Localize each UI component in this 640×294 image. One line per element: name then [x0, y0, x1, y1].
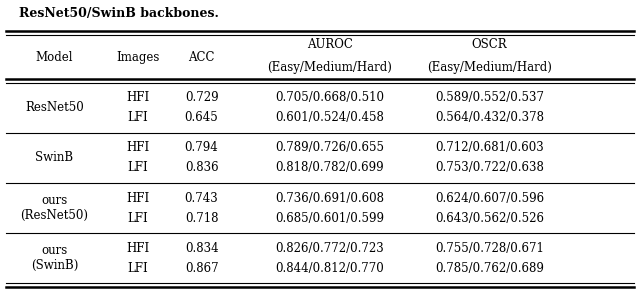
- Text: 0.789/0.726/0.655: 0.789/0.726/0.655: [275, 141, 384, 154]
- Text: OSCR: OSCR: [472, 38, 508, 51]
- Text: 0.794: 0.794: [185, 141, 218, 154]
- Text: HFI: HFI: [126, 141, 149, 154]
- Text: (Easy/Medium/Hard): (Easy/Medium/Hard): [427, 61, 552, 74]
- Text: HFI: HFI: [126, 91, 149, 104]
- Text: 0.867: 0.867: [185, 262, 218, 275]
- Text: Model: Model: [36, 51, 73, 64]
- Text: ours
(SwinB): ours (SwinB): [31, 244, 78, 272]
- Text: 0.564/0.432/0.378: 0.564/0.432/0.378: [435, 111, 544, 124]
- Text: 0.705/0.668/0.510: 0.705/0.668/0.510: [275, 91, 384, 104]
- Text: Images: Images: [116, 51, 159, 64]
- Text: 0.753/0.722/0.638: 0.753/0.722/0.638: [435, 161, 544, 175]
- Text: SwinB: SwinB: [35, 151, 74, 164]
- Text: HFI: HFI: [126, 242, 149, 255]
- Text: ACC: ACC: [188, 51, 215, 64]
- Text: 0.743: 0.743: [185, 191, 218, 205]
- Text: 0.844/0.812/0.770: 0.844/0.812/0.770: [275, 262, 384, 275]
- Text: 0.729: 0.729: [185, 91, 218, 104]
- Text: HFI: HFI: [126, 191, 149, 205]
- Text: LFI: LFI: [127, 161, 148, 175]
- Text: 0.601/0.524/0.458: 0.601/0.524/0.458: [275, 111, 384, 124]
- Text: LFI: LFI: [127, 111, 148, 124]
- Text: 0.645: 0.645: [185, 111, 218, 124]
- Text: ResNet50: ResNet50: [25, 101, 84, 114]
- Text: 0.755/0.728/0.671: 0.755/0.728/0.671: [435, 242, 544, 255]
- Text: 0.589/0.552/0.537: 0.589/0.552/0.537: [435, 91, 544, 104]
- Text: AUROC: AUROC: [307, 38, 353, 51]
- Text: 0.712/0.681/0.603: 0.712/0.681/0.603: [435, 141, 544, 154]
- Text: 0.836: 0.836: [185, 161, 218, 175]
- Text: ours
(ResNet50): ours (ResNet50): [20, 194, 88, 222]
- Text: 0.818/0.782/0.699: 0.818/0.782/0.699: [275, 161, 384, 175]
- Text: 0.785/0.762/0.689: 0.785/0.762/0.689: [435, 262, 544, 275]
- Text: 0.685/0.601/0.599: 0.685/0.601/0.599: [275, 212, 384, 225]
- Text: ResNet50/SwinB backbones.: ResNet50/SwinB backbones.: [19, 7, 219, 20]
- Text: 0.736/0.691/0.608: 0.736/0.691/0.608: [275, 191, 384, 205]
- Text: 0.826/0.772/0.723: 0.826/0.772/0.723: [275, 242, 384, 255]
- Text: 0.624/0.607/0.596: 0.624/0.607/0.596: [435, 191, 544, 205]
- Text: 0.718: 0.718: [185, 212, 218, 225]
- Text: 0.834: 0.834: [185, 242, 218, 255]
- Text: 0.643/0.562/0.526: 0.643/0.562/0.526: [435, 212, 544, 225]
- Text: (Easy/Medium/Hard): (Easy/Medium/Hard): [267, 61, 392, 74]
- Text: LFI: LFI: [127, 262, 148, 275]
- Text: LFI: LFI: [127, 212, 148, 225]
